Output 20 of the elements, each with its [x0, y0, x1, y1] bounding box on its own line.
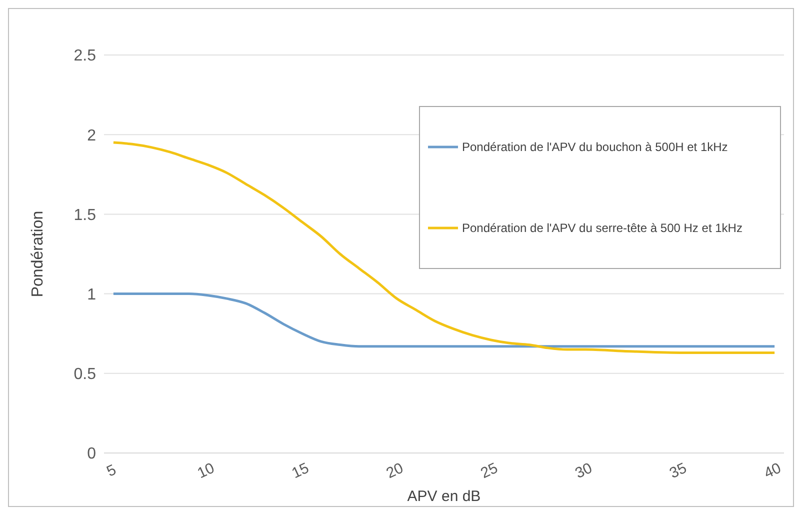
y-tick-label: 2 — [87, 127, 96, 144]
x-tick-label: 30 — [572, 460, 595, 482]
x-tick-label: 20 — [384, 460, 406, 482]
legend-label: Pondération de l'APV du serre-tête à 500 Hz et 1kHz — [462, 220, 742, 235]
line-series — [112, 141, 776, 354]
y-tick-label: 0 — [87, 446, 96, 463]
y-axis-title: Pondération — [30, 210, 47, 298]
y-tick-label: 1.5 — [74, 206, 96, 224]
legend-label: Pondération de l'APV du bouchon à 500H et 1kHz — [462, 140, 728, 154]
y-tick-label: 2.5 — [74, 48, 96, 65]
x-tick-label: 10 — [194, 460, 218, 482]
x-tick-label: 5 — [104, 461, 119, 480]
x-tick-label: 40 — [762, 460, 784, 482]
x-tick-label: 25 — [478, 460, 500, 482]
y-tick-label: 0.5 — [74, 366, 96, 384]
x-axis-title: APV en dB — [407, 488, 481, 505]
x-tick-label: 35 — [667, 460, 690, 482]
line-series — [112, 292, 776, 348]
y-tick-label: 1 — [87, 286, 96, 304]
x-tick-label: 15 — [289, 460, 312, 482]
